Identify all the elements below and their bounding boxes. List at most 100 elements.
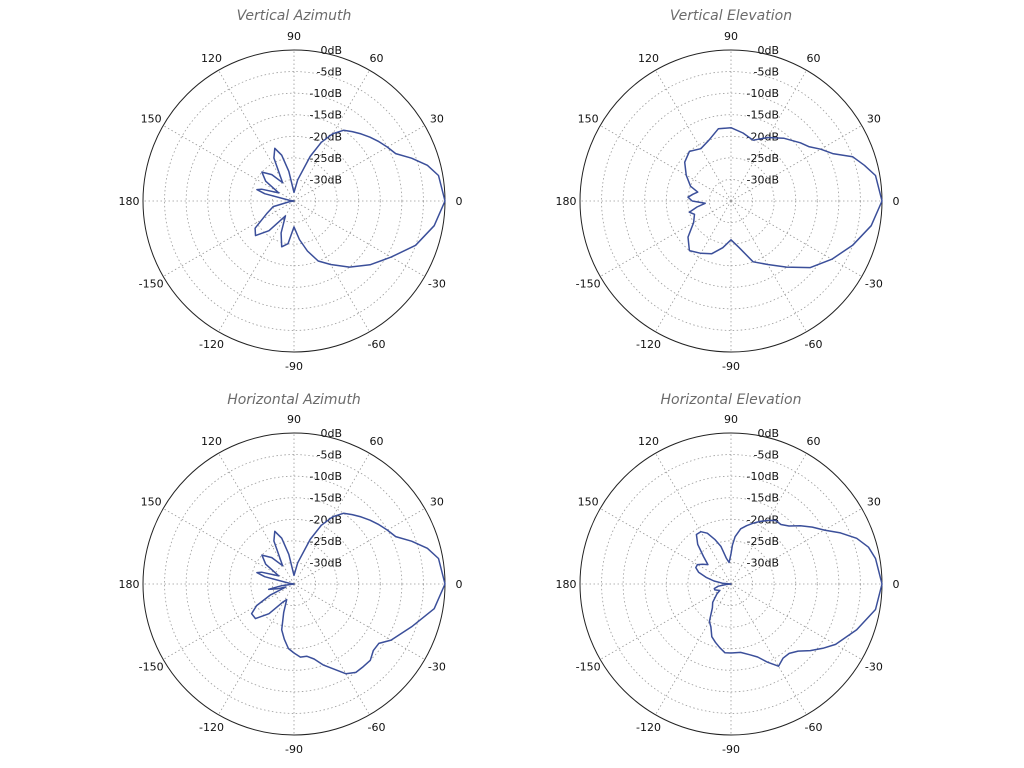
angle-tick-label: 90 (287, 30, 301, 43)
grid-ring (250, 157, 338, 245)
angle-tick-label: 0 (456, 195, 463, 208)
grid-spoke (730, 508, 862, 585)
grid-ring (250, 540, 338, 628)
polar-chart-horizontal-azimuth: 0 30 60 90 120 150 180 -150 -120 -90 -60 -30 0dB -5dB… (119, 413, 463, 756)
grid-spoke (163, 125, 295, 202)
grid-spoke (730, 200, 807, 332)
grid-ring (644, 114, 818, 288)
angle-tick-label: -150 (139, 278, 164, 291)
polar-chart-vertical-elevation: 0 30 60 90 120 150 180 -150 -120 -90 -60 -30 0dB -5dB… (556, 30, 900, 373)
radial-tick-label: -5dB (754, 66, 780, 79)
angle-tick-label: 150 (578, 113, 599, 126)
grid-ring (207, 497, 381, 671)
radial-tick-label: -15dB (747, 109, 780, 122)
plot-title-vertical-azimuth: Vertical Azimuth (236, 8, 352, 24)
angle-tick-label: -120 (636, 721, 661, 734)
angle-tick-label: 90 (724, 413, 738, 426)
grid-spoke (293, 70, 370, 202)
angle-tick-label: -60 (368, 338, 386, 351)
angle-tick-label: -90 (722, 743, 740, 756)
angle-tick-label: -90 (722, 360, 740, 373)
angle-tick-label: 150 (578, 496, 599, 509)
angle-tick-label: -30 (428, 661, 446, 674)
angle-tick-label: 150 (141, 496, 162, 509)
angle-tick-label: 0 (456, 578, 463, 591)
grid-spoke (600, 125, 732, 202)
grid-spoke (218, 200, 295, 332)
angle-tick-label: 180 (119, 578, 140, 591)
radial-tick-label: -5dB (754, 449, 780, 462)
angle-tick-label: 30 (867, 496, 881, 509)
grid-ring (644, 497, 818, 671)
angle-tick-label: -30 (865, 278, 883, 291)
angle-tick-label: 120 (638, 435, 659, 448)
angle-tick-label: 60 (370, 52, 384, 65)
radial-tick-label: -30dB (747, 556, 780, 569)
grid-spoke (730, 453, 807, 585)
angle-tick-label: -30 (428, 278, 446, 291)
angle-tick-label: 0 (893, 195, 900, 208)
angle-tick-label: -90 (285, 743, 303, 756)
radial-tick-label: -5dB (317, 66, 343, 79)
grid-spoke (293, 508, 425, 585)
grid-spoke (163, 200, 295, 277)
angle-tick-label: 90 (724, 30, 738, 43)
angle-tick-label: -90 (285, 360, 303, 373)
angle-tick-label: 90 (287, 413, 301, 426)
grid-ring (709, 562, 753, 606)
angle-tick-label: 30 (867, 113, 881, 126)
plot-title-horizontal-elevation: Horizontal Elevation (660, 392, 802, 408)
radial-tick-label: -25dB (310, 535, 343, 548)
polar-chart-vertical-azimuth: 0 30 60 90 120 150 180 -150 -120 -90 -60 -30 0dB -5dB… (119, 30, 463, 373)
grid-spoke (600, 200, 732, 277)
grid-ring (687, 540, 775, 628)
angle-tick-label: 30 (430, 496, 444, 509)
polar-chart-horizontal-elevation: 0 30 60 90 120 150 180 -150 -120 -90 -60 -30 0dB -5dB… (556, 413, 900, 756)
radiation-pattern-line (683, 126, 883, 269)
radial-tick-label: 0dB (757, 427, 779, 440)
radiation-pattern-line (254, 129, 446, 268)
radial-tick-label: -30dB (310, 173, 343, 186)
grid-spoke (163, 583, 295, 660)
radial-tick-label: 0dB (320, 44, 342, 57)
angle-tick-label: 120 (201, 52, 222, 65)
angle-tick-label: 0 (893, 578, 900, 591)
radial-tick-label: -30dB (747, 173, 780, 186)
radial-tick-label: 0dB (320, 427, 342, 440)
grid-spoke (655, 583, 732, 715)
radial-tick-label: -10dB (747, 470, 780, 483)
angle-tick-label: 60 (807, 52, 821, 65)
angle-tick-label: 180 (556, 578, 577, 591)
angle-tick-label: -60 (368, 721, 386, 734)
grid-spoke (293, 200, 425, 277)
angle-tick-label: 60 (807, 435, 821, 448)
grid-ring (185, 475, 403, 693)
grid-spoke (730, 70, 807, 202)
angle-tick-label: 150 (141, 113, 162, 126)
grid-ring (622, 475, 840, 693)
angle-tick-label: 180 (119, 195, 140, 208)
angle-tick-label: -150 (576, 661, 601, 674)
grid-ring (272, 179, 316, 223)
radiation-pattern-line (695, 519, 883, 667)
angle-tick-label: -120 (199, 721, 224, 734)
grid-ring (687, 157, 775, 245)
radial-tick-label: -10dB (310, 470, 343, 483)
radial-tick-label: -5dB (317, 449, 343, 462)
radial-tick-label: -15dB (310, 492, 343, 505)
grid-spoke (293, 583, 370, 715)
angle-tick-label: 120 (201, 435, 222, 448)
grid-ring (207, 114, 381, 288)
grid-ring (272, 562, 316, 606)
radial-tick-label: -10dB (747, 87, 780, 100)
grid-spoke (600, 583, 732, 660)
grid-spoke (293, 125, 425, 202)
radial-tick-label: -15dB (310, 109, 343, 122)
angle-tick-label: -60 (805, 721, 823, 734)
angle-tick-label: -60 (805, 338, 823, 351)
grid-spoke (655, 200, 732, 332)
plot-title-horizontal-azimuth: Horizontal Azimuth (227, 392, 361, 408)
radial-tick-label: -25dB (747, 535, 780, 548)
